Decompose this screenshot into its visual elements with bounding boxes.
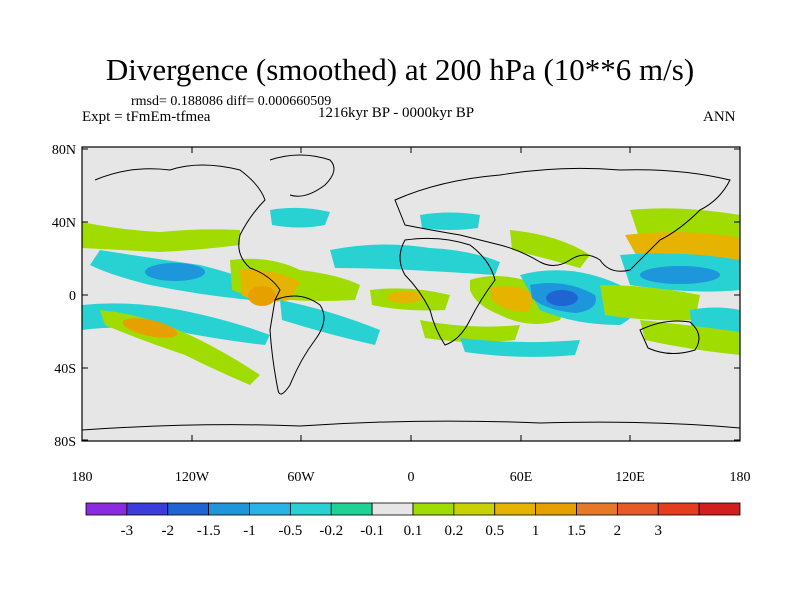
contour-band xyxy=(82,303,270,345)
contour-band xyxy=(510,230,590,268)
contour-band xyxy=(460,338,580,357)
contour-band xyxy=(270,207,330,228)
contour-band xyxy=(600,285,700,321)
coastline-greenland xyxy=(269,154,335,197)
xtick-label: 120E xyxy=(615,470,645,485)
colorbar-labels: -3 -2 -1.5 -1 -0.5 -0.2 -0.1 0.1 0.2 0.5 1 1.5 2 3 xyxy=(121,523,662,539)
contour-band xyxy=(387,291,423,303)
colorbar-swatch xyxy=(126,502,169,516)
colorbar-label: 0.2 xyxy=(445,523,464,539)
xtick-label: 0 xyxy=(408,470,415,485)
coastline-africa xyxy=(399,237,496,346)
x-axis-ticks xyxy=(81,147,741,441)
y-axis-ticks xyxy=(82,148,740,441)
contour-band xyxy=(145,263,205,281)
ytick-label: 0 xyxy=(69,289,76,304)
stats-text: rmsd= 0.188086 diff= 0.000660509 xyxy=(131,94,332,109)
ytick-label: 80N xyxy=(52,143,76,158)
coastline-australia xyxy=(639,320,700,354)
coastlines xyxy=(82,154,740,431)
contour-band xyxy=(420,320,520,343)
colorbar-swatch xyxy=(616,502,659,516)
contour-band xyxy=(280,300,380,345)
colorbar-label: -3 xyxy=(121,523,134,539)
experiment-label: Expt = tFmEm-tfmea xyxy=(82,109,211,125)
colorbar-label: -1 xyxy=(243,523,256,539)
colorbar-label: 0.5 xyxy=(485,523,504,539)
colorbar-swatch xyxy=(657,502,700,516)
coastline-north-america xyxy=(94,164,281,301)
contour-band xyxy=(420,212,480,230)
contour-band xyxy=(82,222,240,252)
colorbar-swatch xyxy=(85,502,128,516)
colorbar-swatch xyxy=(535,502,577,516)
colorbar-label: 2 xyxy=(614,523,622,539)
x-axis-labels: 180 120W 60W 0 60E 120E 180 xyxy=(72,470,751,485)
colorbar-label: 1.5 xyxy=(567,523,586,539)
contour-band xyxy=(546,290,578,306)
colorbar-label: -1.5 xyxy=(197,523,221,539)
colorbar-swatch xyxy=(576,502,618,516)
colorbar xyxy=(85,502,741,516)
colorbar-label: 3 xyxy=(655,523,663,539)
colorbar-swatch xyxy=(167,502,210,516)
figure-title: Divergence (smoothed) at 200 hPa (10**6 … xyxy=(105,52,695,87)
colorbar-swatch xyxy=(412,502,455,516)
period-label: 1216kyr BP - 0000kyr BP xyxy=(318,105,475,121)
ytick-label: 40S xyxy=(54,362,76,377)
xtick-label: 60W xyxy=(287,470,315,485)
colorbar-swatch xyxy=(494,502,537,516)
colorbar-swatch xyxy=(371,502,414,516)
colorbar-swatch xyxy=(289,502,332,516)
y-axis-labels: 80N 40N 0 40S 80S xyxy=(52,143,76,450)
ytick-label: 80S xyxy=(54,435,76,450)
colorbar-swatch xyxy=(698,502,741,516)
xtick-label: 120W xyxy=(175,470,210,485)
season-label: ANN xyxy=(703,109,736,125)
colorbar-label: -0.2 xyxy=(319,523,343,539)
colorbar-label: 1 xyxy=(532,523,540,539)
colorbar-label: 0.1 xyxy=(404,523,423,539)
colorbar-label: -0.5 xyxy=(279,523,303,539)
ytick-label: 40N xyxy=(52,216,76,231)
colorbar-label: -0.1 xyxy=(360,523,384,539)
xtick-label: 180 xyxy=(730,470,751,485)
xtick-label: 180 xyxy=(72,470,93,485)
colorbar-label: -2 xyxy=(162,523,175,539)
divergence-contours xyxy=(82,207,740,385)
contour-band xyxy=(122,318,178,338)
colorbar-swatch xyxy=(453,502,496,516)
contour-band xyxy=(640,266,720,284)
colorbar-swatch xyxy=(249,502,291,516)
colorbar-swatch xyxy=(208,502,250,516)
contour-band xyxy=(490,286,535,312)
coastline-south-america xyxy=(269,295,325,395)
colorbar-swatch xyxy=(330,502,373,516)
coastline-eurasia xyxy=(394,167,731,272)
coastline-antarctica xyxy=(82,420,740,431)
contour-band xyxy=(248,286,276,306)
contour-band xyxy=(640,320,740,355)
contour-band xyxy=(330,244,500,275)
xtick-label: 60E xyxy=(510,470,533,485)
